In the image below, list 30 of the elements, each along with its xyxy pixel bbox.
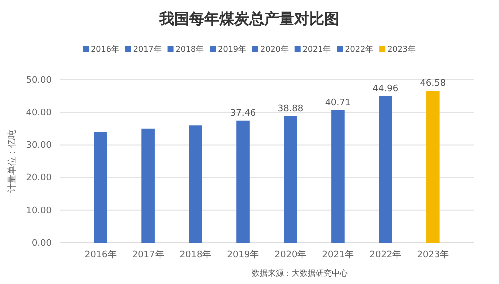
legend-label: 2016年 <box>91 45 120 54</box>
x-tick-label: 2023年 <box>417 249 450 260</box>
x-tick-label: 2022年 <box>370 249 402 260</box>
data-label: 40.71 <box>325 98 352 108</box>
chart-title: 我国每年煤炭总产量对比图 <box>158 10 340 28</box>
legend-label: 2022年 <box>345 45 374 54</box>
source-note: 数据来源：大数据研究中心 <box>252 269 348 278</box>
legend-label: 2018年 <box>176 45 204 54</box>
y-tick-label: 40.00 <box>26 108 52 118</box>
y-tick-label: 30.00 <box>26 141 52 152</box>
data-label: 46.58 <box>420 79 446 90</box>
data-label: 44.96 <box>372 84 399 94</box>
x-tick-label: 2021年 <box>322 249 354 260</box>
y-tick-label: 0.00 <box>32 238 52 249</box>
legend-label: 2020年 <box>260 45 289 54</box>
x-tick-label: 2016年 <box>84 249 117 260</box>
data-label: 38.88 <box>278 104 304 114</box>
legend-label: 2021年 <box>302 45 332 54</box>
x-tick-label: 2019年 <box>227 249 260 260</box>
legend-label: 2017年 <box>133 45 162 54</box>
x-tick-label: 2017年 <box>132 249 164 260</box>
y-tick-label: 10.00 <box>26 206 52 216</box>
legend-label: 2023年 <box>388 45 416 54</box>
x-tick-label: 2018年 <box>180 249 212 260</box>
y-tick-label: 50.00 <box>26 76 52 86</box>
x-tick-label: 2020年 <box>274 249 307 260</box>
y-tick-label: 20.00 <box>26 174 52 184</box>
y-axis-title: 计量单位：亿吨 <box>7 130 18 193</box>
data-label: 37.46 <box>230 108 256 119</box>
legend-label: 2019年 <box>218 45 246 54</box>
